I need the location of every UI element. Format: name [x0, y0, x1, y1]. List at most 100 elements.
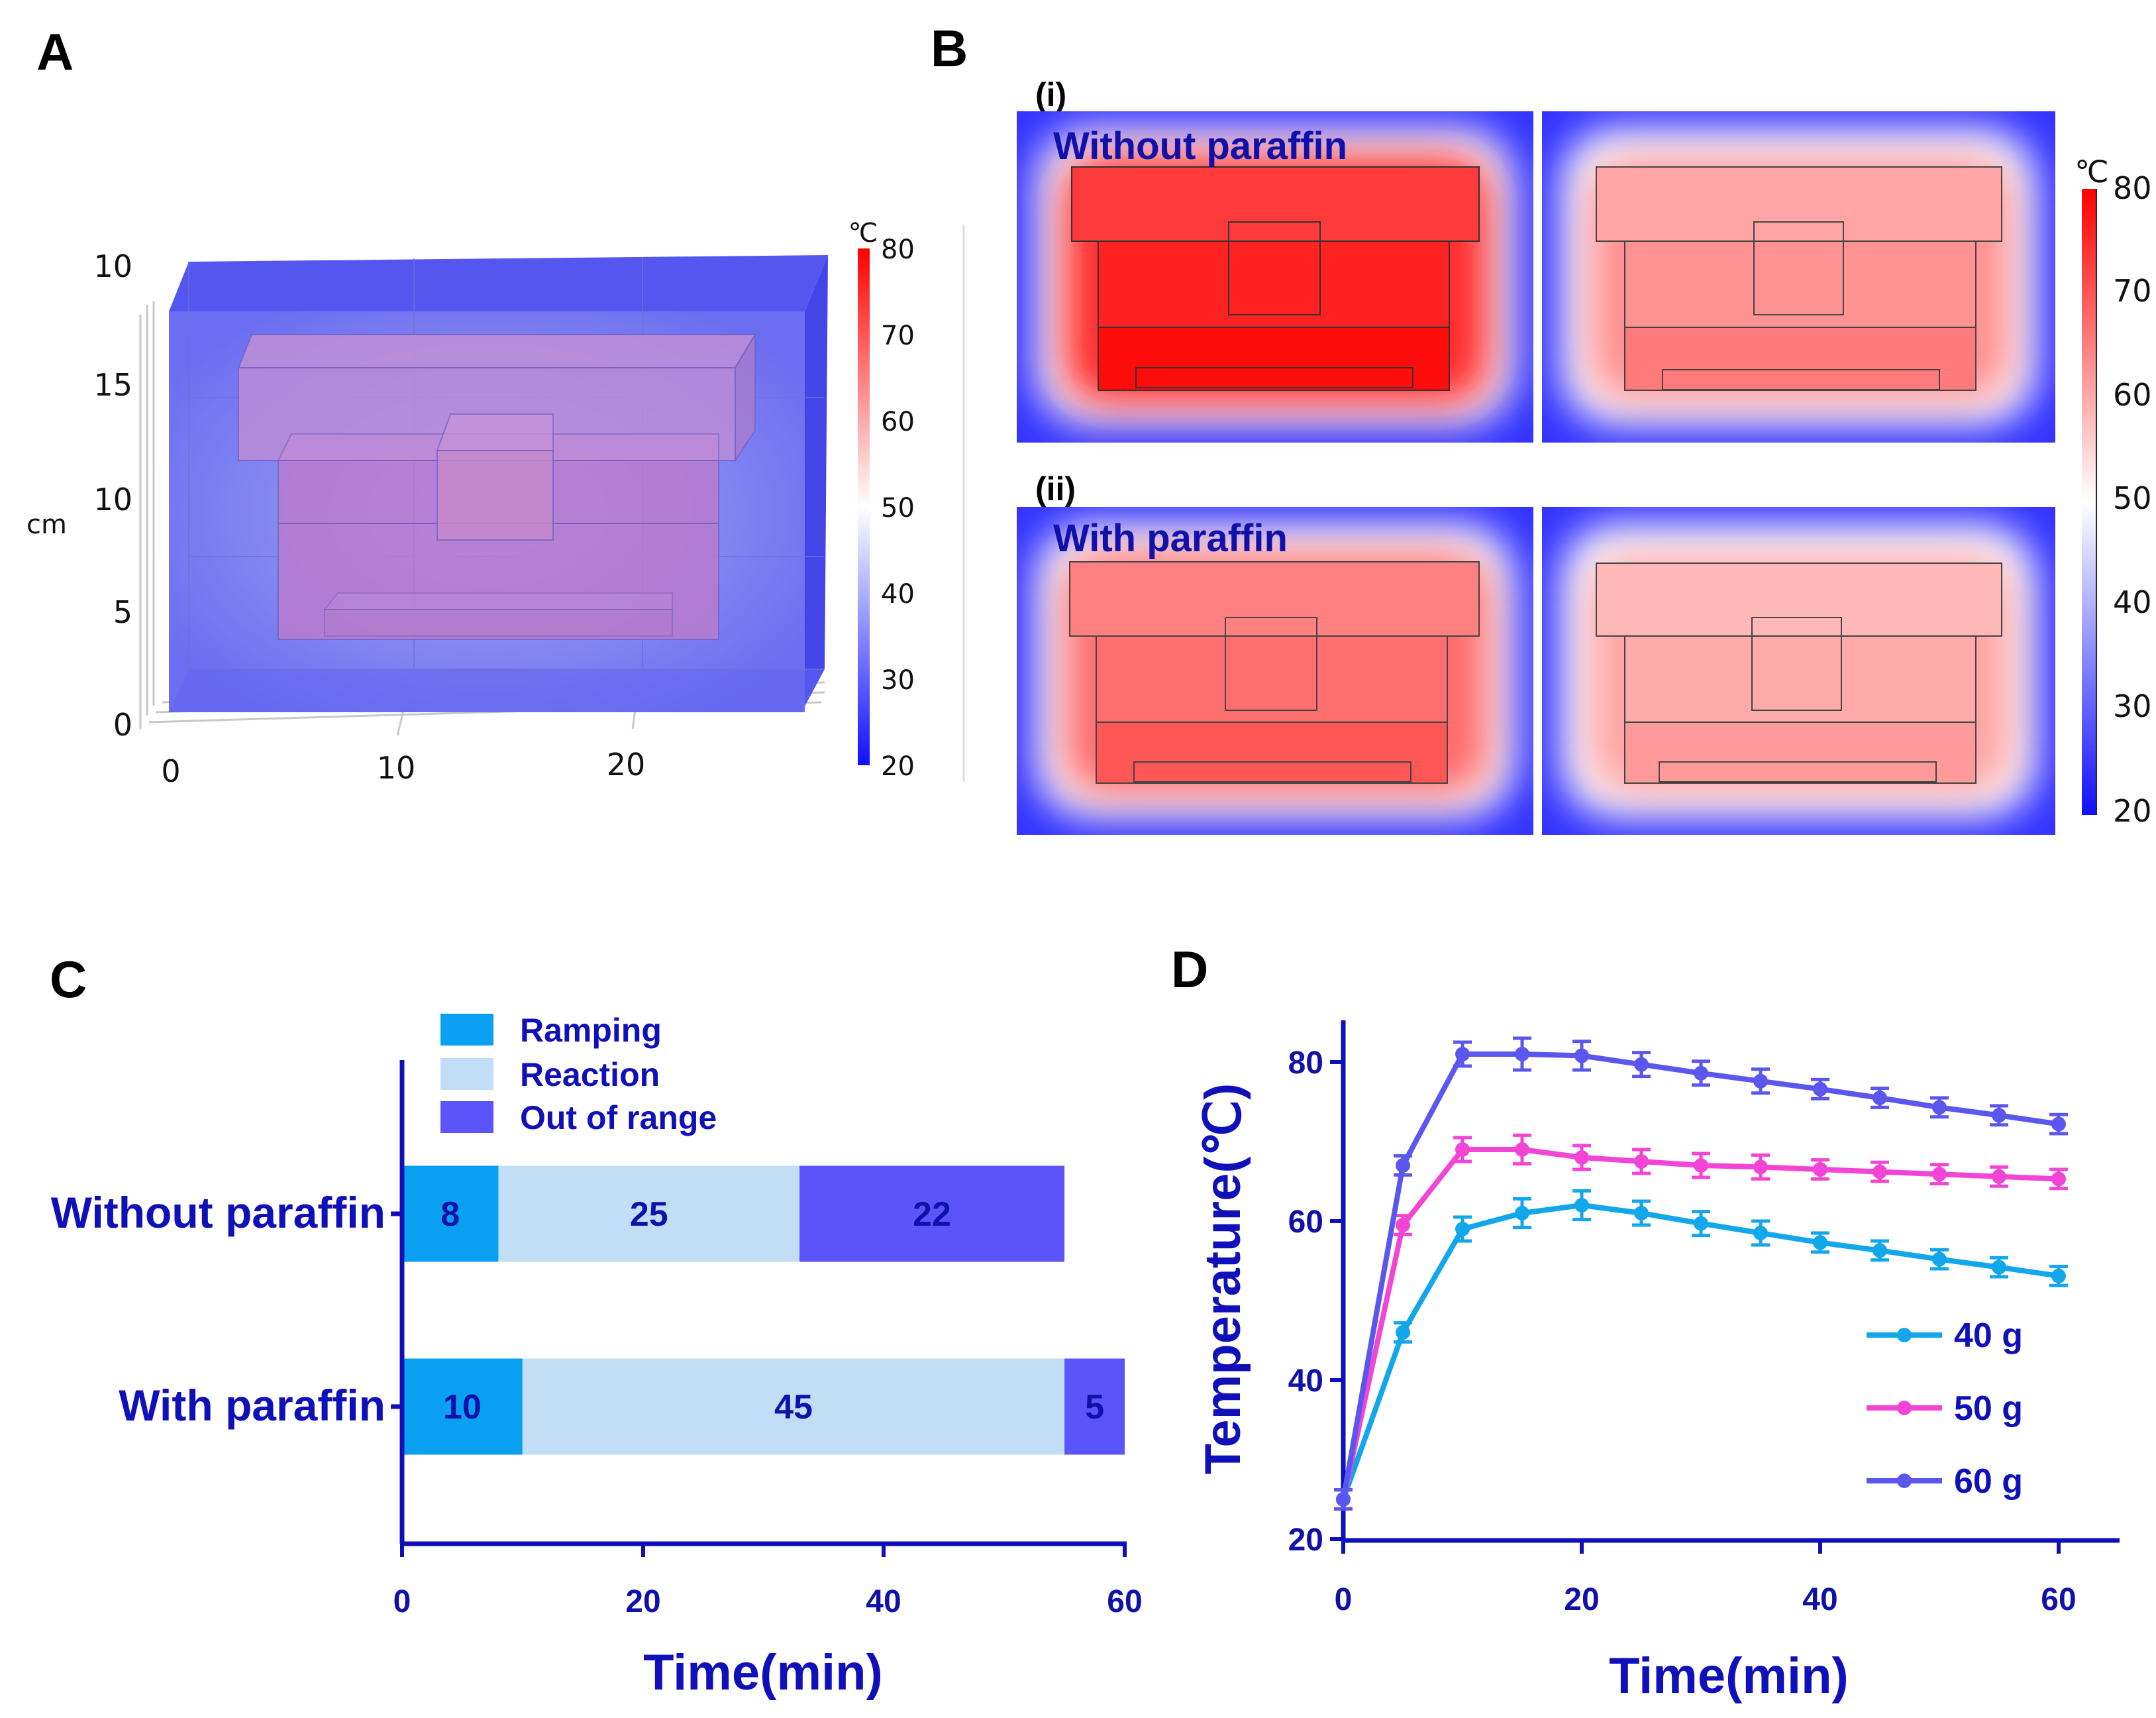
bar-segment — [498, 1165, 800, 1262]
data-point — [1396, 1218, 1410, 1232]
data-point — [1694, 1216, 1708, 1231]
data-point — [1694, 1065, 1708, 1081]
bar-value-label: 22 — [913, 1195, 951, 1234]
data-point — [1336, 1492, 1351, 1507]
panel-a-label: A — [36, 23, 74, 81]
colorbar-gradient — [2082, 189, 2096, 815]
data-point — [1873, 1164, 1887, 1179]
x-tick-label: 10 — [377, 750, 416, 786]
thermal-map-without-paraffin-left: Without paraffin — [1017, 111, 1533, 443]
data-point — [1753, 1159, 1768, 1175]
data-point — [1574, 1150, 1589, 1165]
row-label-ii: (ii) — [1035, 470, 1076, 508]
colorbar-tick: 80 — [2113, 170, 2152, 206]
colorbar-tick: 70 — [881, 321, 915, 351]
legend-label: 50 g — [1954, 1389, 2023, 1428]
panel-b-label: B — [931, 19, 968, 78]
data-point — [1634, 1154, 1649, 1169]
x-tick-label: 60 — [1107, 1584, 1142, 1619]
colorbar-tick: 20 — [881, 751, 915, 782]
colorbar-tick: 30 — [881, 665, 915, 696]
category-label: Without paraffin — [51, 1188, 385, 1237]
legend-swatch-out-of-range — [440, 1101, 493, 1133]
thermal-map-with-paraffin-left: With paraffin — [1017, 507, 1533, 835]
map-title-with-paraffin: With paraffin — [1053, 517, 1288, 560]
data-point — [2051, 1268, 2066, 1283]
bar-segment — [402, 1165, 499, 1262]
data-point — [1932, 1167, 1947, 1182]
axis-unit-label: cm — [26, 510, 67, 540]
bar-value-label: 10 — [443, 1388, 482, 1426]
y-tick-label: 20 — [1288, 1523, 1323, 1558]
bar-value-label: 45 — [774, 1388, 813, 1426]
data-point — [1634, 1057, 1649, 1072]
bar-segment — [799, 1165, 1065, 1262]
z-tick-label: 5 — [113, 594, 132, 630]
x-axis: 0 20 40 60 Time(min) — [393, 1541, 1143, 1701]
legend-swatch-reaction — [440, 1058, 493, 1090]
bar-value-label: 8 — [440, 1195, 460, 1234]
data-point — [1813, 1081, 1827, 1097]
category-label: With paraffin — [119, 1381, 385, 1430]
bar-segment — [402, 1358, 523, 1455]
colorbar-tick: 40 — [881, 579, 915, 610]
x-axis-title: Time(min) — [643, 1644, 883, 1701]
panel-a-3d-model — [139, 255, 828, 736]
data-point — [1753, 1073, 1768, 1089]
data-point — [1574, 1048, 1589, 1063]
x-tick-label: 40 — [1802, 1582, 1837, 1617]
colorbar-tick: 50 — [2113, 480, 2152, 516]
panel-d-label: D — [1171, 940, 1208, 998]
x-tick-label: 40 — [866, 1584, 901, 1619]
y-axis-title: Temperature(℃) — [1195, 1083, 1251, 1475]
series-line — [1341, 1203, 2059, 1501]
bar-segment — [522, 1358, 1065, 1455]
bar-value-label: 25 — [630, 1195, 668, 1234]
legend-marker — [1897, 1328, 1912, 1342]
x-tick-label: 0 — [1335, 1582, 1353, 1617]
data-point — [1992, 1169, 2006, 1184]
panel-c-label: C — [50, 950, 87, 1008]
data-point — [1455, 1142, 1470, 1157]
data-point — [1574, 1198, 1589, 1212]
x-tick-label: 20 — [1564, 1582, 1599, 1617]
colorbar-tick: 50 — [881, 493, 915, 523]
data-point — [1634, 1206, 1649, 1220]
data-point — [1396, 1158, 1410, 1173]
data-point — [1873, 1243, 1887, 1258]
colorbar-tick: 80 — [881, 235, 915, 265]
data-point — [1396, 1325, 1410, 1340]
colorbar-tick: 70 — [2113, 273, 2152, 309]
colorbar-unit: ℃ — [848, 218, 878, 248]
colorbar-tick: 60 — [881, 407, 915, 437]
data-point — [1813, 1162, 1827, 1177]
legend-label-out-of-range: Out of range — [520, 1099, 717, 1136]
row-label-i: (i) — [1035, 76, 1066, 113]
line-chart: 80 60 40 20 Temperature(℃) 0 20 40 60 Ti… — [1195, 1020, 2120, 1704]
legend-label-reaction: Reaction — [520, 1056, 660, 1093]
data-point — [1455, 1222, 1470, 1236]
colorbar-tick: 40 — [2113, 584, 2152, 620]
data-point — [2051, 1171, 2066, 1187]
data-point — [1515, 1142, 1529, 1157]
z-tick-label: 10 — [93, 482, 132, 517]
y-tick-label: 60 — [1288, 1205, 1323, 1240]
data-point — [1992, 1108, 2006, 1123]
data-point — [1753, 1226, 1768, 1240]
legend-label-ramping: Ramping — [520, 1012, 662, 1049]
bar-segment — [1064, 1358, 1125, 1455]
legend-label: 60 g — [1954, 1462, 2023, 1501]
x-axis: 0 20 40 60 Time(min) — [1335, 1538, 2120, 1704]
y-tick-label: 80 — [1288, 1046, 1323, 1081]
series-line — [1341, 1147, 2059, 1500]
y-axis: 80 60 40 20 Temperature(℃) — [1195, 1020, 1346, 1558]
colorbar-unit: ℃ — [2075, 154, 2109, 189]
data-point — [2051, 1116, 2066, 1132]
colorbar-tick: 30 — [2113, 688, 2152, 724]
legend: 40 g 50 g 60 g — [1867, 1316, 2023, 1501]
z-tick-label: 15 — [93, 367, 132, 403]
data-point — [1932, 1252, 1947, 1267]
data-point — [1694, 1158, 1708, 1173]
series-line — [1341, 1051, 2059, 1500]
